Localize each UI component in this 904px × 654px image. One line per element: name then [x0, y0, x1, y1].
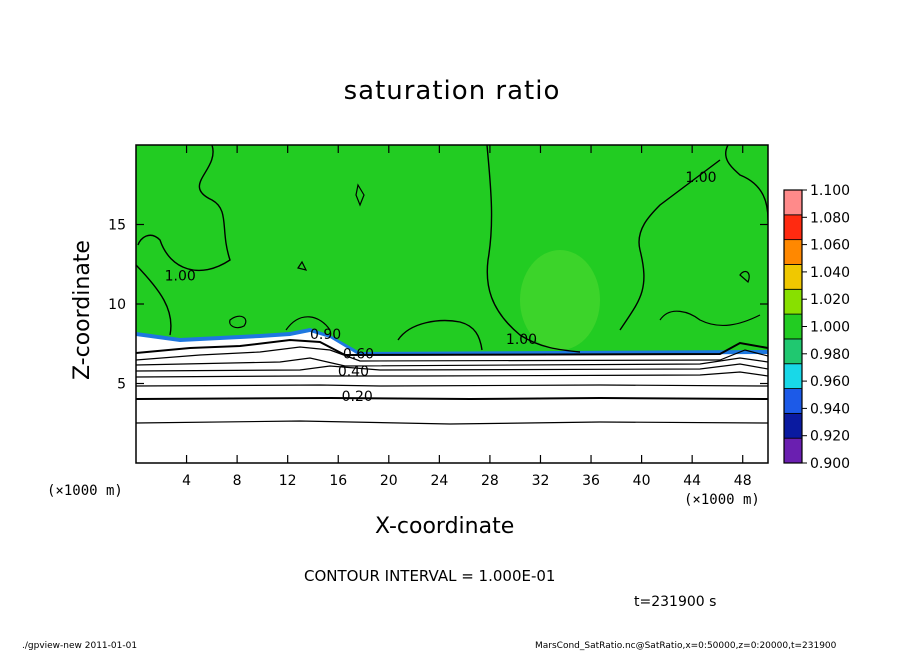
colorbar-label: 1.000 — [810, 320, 850, 336]
y-axis-label: Z-coordinate — [70, 240, 95, 380]
contour-closed — [355, 183, 365, 207]
contour-label: 1.00 — [685, 170, 716, 186]
contour-label: 0.60 — [343, 346, 374, 362]
contour-label: 1.00 — [506, 332, 537, 348]
y-tick-label: 5 — [117, 377, 126, 393]
contour-line — [136, 357, 768, 367]
contour-1.00 — [619, 159, 721, 331]
x-tick-label: 24 — [430, 473, 448, 489]
colorbar-swatch — [783, 437, 803, 464]
x-tick-label: 48 — [734, 473, 752, 489]
colorbar-frame — [783, 189, 803, 464]
contour-1.00 — [486, 145, 581, 353]
colorbar-swatch — [783, 338, 803, 365]
y-tick-label: 10 — [108, 297, 126, 313]
supersaturated-patch — [520, 250, 600, 350]
contour-1.00 — [136, 264, 172, 336]
x-axis: 4 8 12 16 20 24 28 32 36 40 44 48 — [182, 145, 752, 489]
contour-label: 1.00 — [165, 268, 196, 284]
x-tick-label: 8 — [233, 473, 242, 489]
contour-line — [136, 371, 768, 378]
colorbar-swatch — [783, 264, 803, 290]
contour-labels: 0.20 0.40 0.60 1.00 1.00 1.00 0.90 — [165, 170, 717, 405]
contour-label: 0.40 — [338, 364, 369, 380]
x-tick-label: 44 — [683, 473, 701, 489]
x-tick-label: 28 — [481, 473, 499, 489]
colorbar-label: 0.960 — [810, 374, 850, 390]
x-tick-label: 20 — [380, 473, 398, 489]
colorbar: 0.900 0.920 0.940 0.960 0.980 1.000 1.020 1.040… — [783, 183, 850, 472]
footer-source: MarsCond_SatRatio.nc@SatRatio,x=0:50000,… — [535, 641, 837, 651]
contour-closed — [285, 316, 331, 331]
x-unit-label-left: (×1000 m) — [47, 483, 123, 499]
x-tick-label: 32 — [532, 473, 550, 489]
colorbar-swatch — [783, 412, 803, 439]
colorbar-label: 1.080 — [810, 210, 850, 226]
x-tick-label: 16 — [329, 473, 347, 489]
x-tick-label: 4 — [182, 473, 191, 489]
contour-closed — [297, 260, 308, 271]
colorbar-label: 1.020 — [810, 292, 850, 308]
colorbar-swatch — [783, 363, 803, 389]
y-axis: 5 10 15 — [108, 218, 768, 393]
contour-label: 0.90 — [310, 327, 341, 343]
y-tick-label: 15 — [108, 218, 126, 234]
chart-title: saturation ratio — [343, 76, 561, 106]
colorbar-label: 1.040 — [810, 265, 850, 281]
x-tick-label: 40 — [633, 473, 651, 489]
colorbar-swatch — [783, 239, 803, 265]
x-tick-label: 36 — [582, 473, 600, 489]
time-stamp: t=231900 s — [634, 594, 717, 610]
colorbar-label: 0.920 — [810, 429, 850, 445]
contour-line — [136, 384, 768, 387]
contour-1.00 — [725, 145, 768, 221]
contour-line — [136, 363, 768, 372]
colorbar-label: 0.980 — [810, 347, 850, 363]
colorbar-swatch — [783, 214, 803, 241]
contour-lines — [136, 145, 768, 425]
x-tick-label: 12 — [279, 473, 297, 489]
colorbar-swatch — [783, 288, 803, 315]
colorbar-swatch — [783, 189, 803, 216]
contour-line — [136, 346, 768, 362]
colorbar-label: 1.060 — [810, 238, 850, 254]
contour-line — [136, 396, 768, 401]
x-unit-label-right: (×1000 m) — [684, 492, 760, 508]
colorbar-label: 0.940 — [810, 401, 850, 417]
contour-interval-note: CONTOUR INTERVAL = 1.000E-01 — [304, 567, 556, 585]
plot-field: 0.20 0.40 0.60 1.00 1.00 1.00 0.90 — [136, 145, 768, 463]
contour-1.00 — [137, 145, 231, 271]
colorbar-swatch — [783, 388, 803, 414]
contour-label: 0.20 — [342, 389, 373, 405]
contour-line — [136, 420, 768, 425]
footer-command: ./gpview-new 2011-01-01 — [22, 641, 138, 651]
colorbar-label: 0.900 — [810, 456, 850, 472]
contour-closed — [229, 315, 247, 329]
contour-1.00 — [659, 310, 761, 326]
contour-1.00 — [397, 319, 483, 351]
x-axis-label: X-coordinate — [375, 514, 515, 539]
contour-closed — [739, 270, 750, 284]
colorbar-label: 1.100 — [810, 183, 850, 199]
contour-line — [136, 338, 768, 357]
colorbar-swatch — [783, 313, 803, 340]
